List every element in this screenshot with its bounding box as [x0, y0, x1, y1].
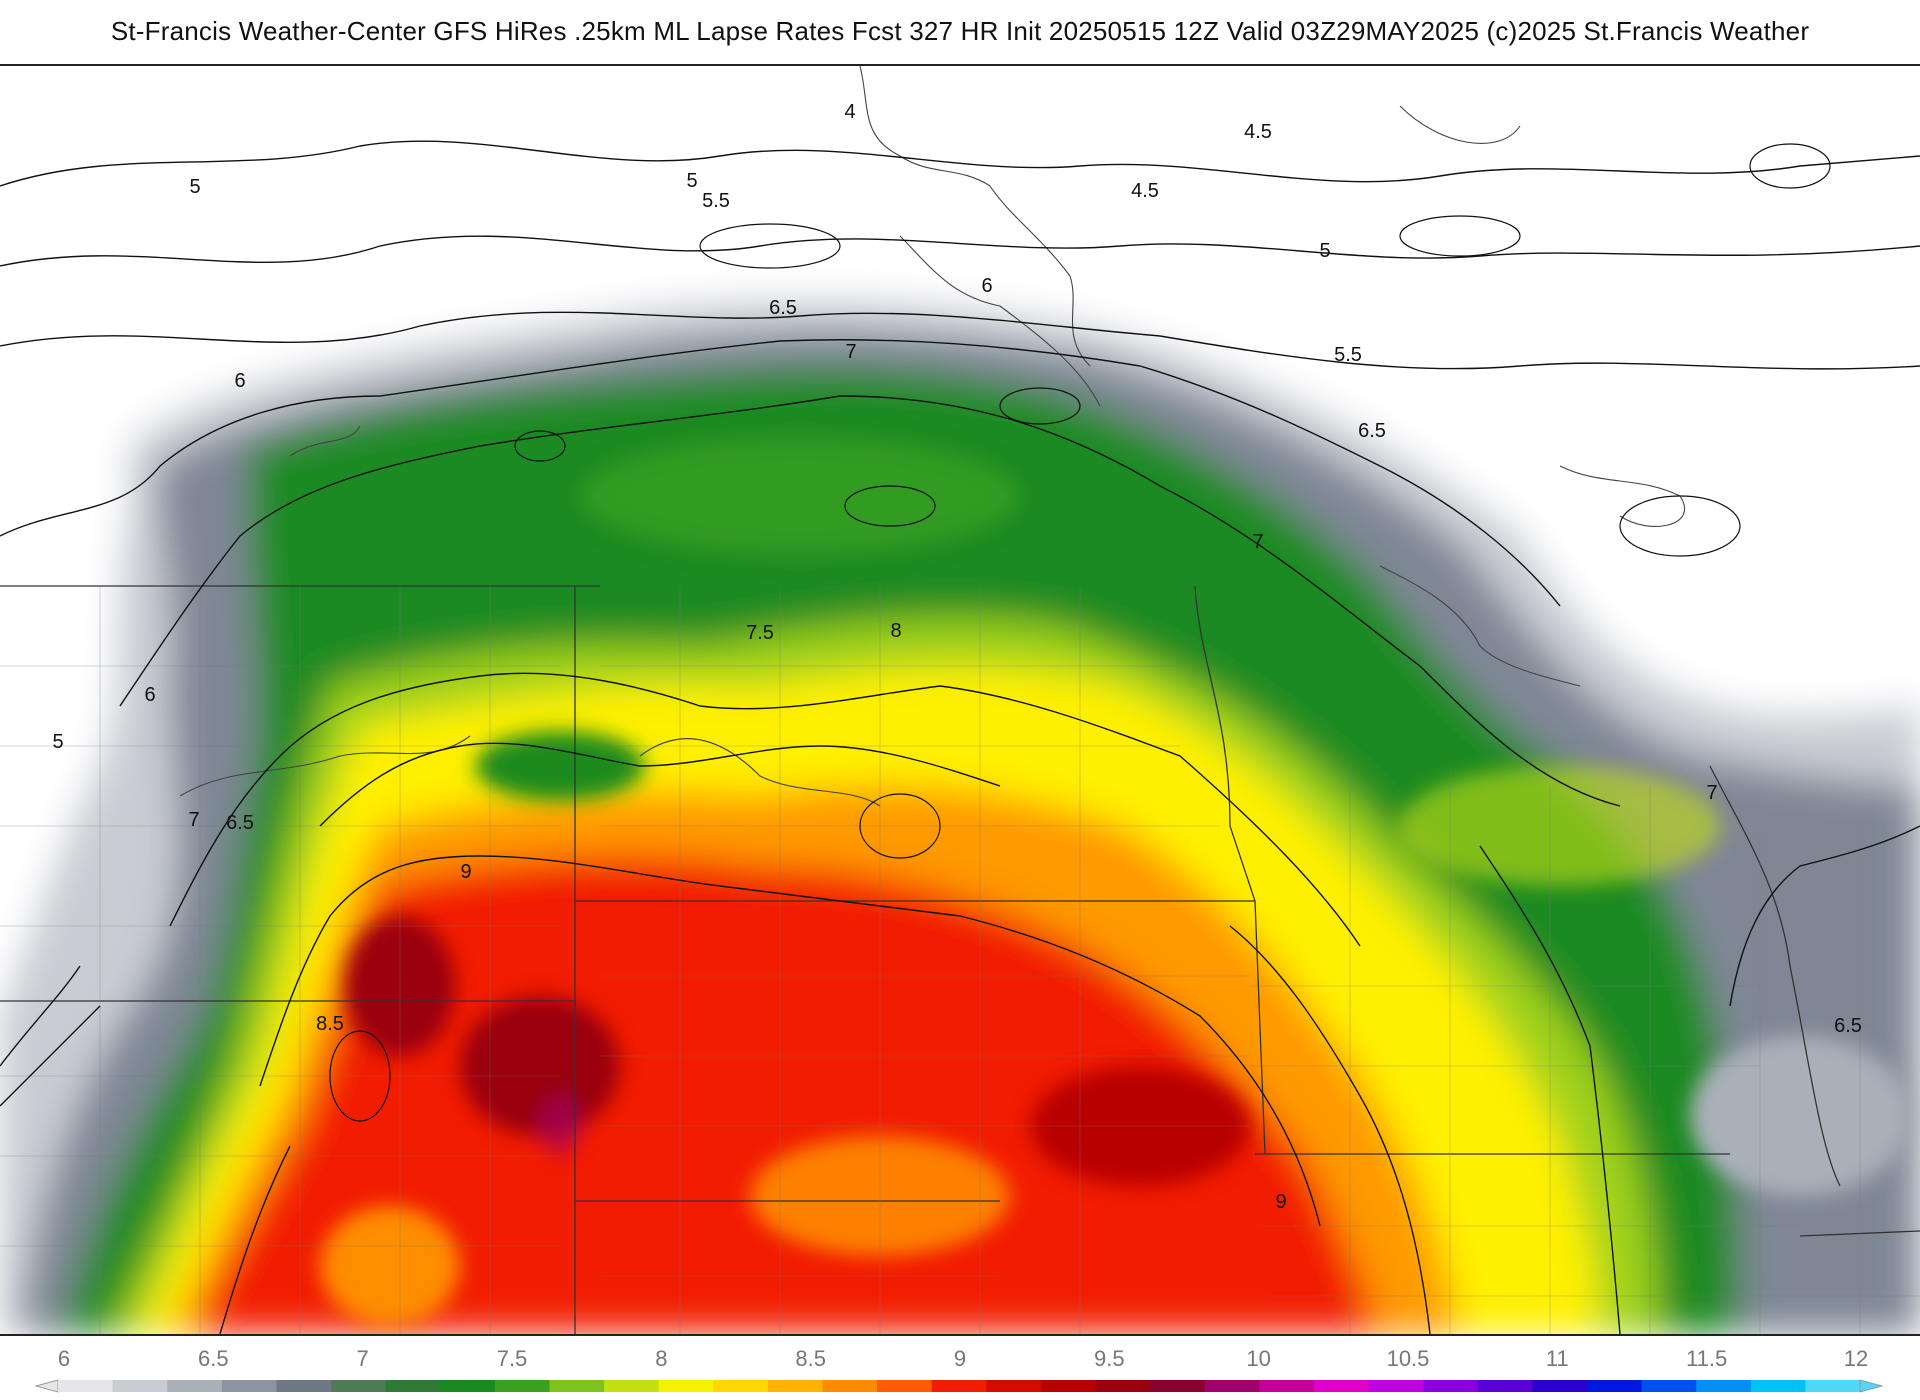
color-scale-tick-label: 6.5: [198, 1346, 229, 1371]
color-scale-swatch: [112, 1380, 168, 1392]
color-scale-swatch: [221, 1380, 277, 1392]
color-scale-tick-label: 9: [953, 1346, 967, 1371]
color-scale-tick-label: 6: [57, 1346, 71, 1371]
county-lines: [0, 586, 1920, 1334]
color-scale-swatch: [1641, 1380, 1697, 1392]
color-scale-tick-label: 7.5: [496, 1346, 528, 1371]
contour-label: 5: [1319, 240, 1330, 262]
color-scale-right-arrow: [1859, 1379, 1884, 1393]
contour-label: 6: [234, 370, 245, 392]
contour-labels: 4 4.5 4.5 5 5 5 5 5.5 5.5 6 6 6 6.5 6.5 …: [52, 101, 1861, 1213]
color-scale-swatch: [767, 1380, 823, 1392]
color-scale-swatch: [1040, 1380, 1097, 1392]
color-scale-bar: [34, 1379, 1884, 1393]
color-scale-swatch: [658, 1380, 714, 1392]
contour-label: 5: [52, 731, 63, 753]
contour-label: 7.5: [746, 622, 774, 644]
coastlines-north: [179, 66, 1686, 807]
contour-label: 5.5: [702, 190, 730, 212]
color-scale-swatch: [331, 1380, 387, 1392]
contour-label: 8.5: [316, 1013, 344, 1035]
contour-lines-northern-blobs: [329, 143, 1831, 1122]
contour-label: 8: [890, 620, 901, 642]
contour-label: 7: [1252, 531, 1263, 553]
contour-label: 6: [981, 275, 992, 297]
contour-label: 4.5: [1244, 121, 1272, 143]
map-panel: 4 4.5 4.5 5 5 5 5 5.5 5.5 6 6 6 6.5 6.5 …: [0, 64, 1920, 1336]
color-scale-swatch: [440, 1380, 496, 1392]
color-scale-swatch: [931, 1380, 987, 1392]
color-scale-swatch: [1586, 1380, 1643, 1392]
color-scale-swatch: [1313, 1380, 1370, 1392]
page-title: St-Francis Weather-Center GFS HiRes .25k…: [110, 16, 1810, 46]
color-scale-swatch: [1696, 1380, 1752, 1392]
color-scale-swatch: [986, 1380, 1042, 1392]
shading-layers: [0, 301, 1920, 1334]
color-scale-tick-label: 10: [1246, 1346, 1271, 1371]
color-scale-tick-label: 9.5: [1094, 1346, 1125, 1371]
color-scale-swatch: [58, 1380, 114, 1392]
color-scale-swatch: [1095, 1380, 1151, 1392]
color-scale-swatch: [1477, 1380, 1533, 1392]
color-scale-tick-label: 10.5: [1386, 1346, 1430, 1371]
contour-label: 6.5: [1834, 1015, 1862, 1037]
color-scale-tick-label: 11.5: [1686, 1346, 1728, 1371]
color-scale-tick-label: 12: [1843, 1346, 1869, 1371]
color-scale-swatch: [713, 1380, 769, 1392]
contour-label: 9: [460, 861, 471, 883]
color-scale-left-arrow: [34, 1379, 59, 1393]
lapse-rate-map: 4 4.5 4.5 5 5 5 5 5.5 5.5 6 6 6 6.5 6.5 …: [0, 66, 1920, 1334]
color-scale-swatch: [549, 1380, 605, 1392]
color-scale-swatch: [822, 1380, 878, 1392]
color-scale-swatch: [1368, 1380, 1424, 1392]
contour-label: 5: [686, 170, 697, 192]
contour-label: 9: [1275, 1191, 1286, 1213]
color-scale-swatch: [1423, 1380, 1479, 1392]
color-scale-swatch: [1532, 1380, 1588, 1392]
color-scale-tick-label: 8: [655, 1346, 668, 1371]
contour-label: 4.5: [1131, 180, 1159, 202]
color-scale-swatch: [1150, 1380, 1206, 1392]
contour-label: 5: [189, 176, 200, 198]
contour-label: 5.5: [1334, 344, 1362, 366]
color-scale-swatch: [385, 1380, 441, 1392]
color-scale-legend: 6 6.5 7 7.5 8 8.5 9 9.5 10 10.5 11 11.5 12: [0, 1336, 1920, 1400]
color-scale-swatch: [604, 1380, 660, 1392]
contour-label: 6.5: [226, 812, 254, 834]
color-scale-swatch: [1259, 1380, 1315, 1392]
contour-label: 7: [188, 809, 199, 831]
color-scale-swatch: [877, 1380, 933, 1392]
shade-red: [190, 855, 1380, 1334]
color-scale-tick-label: 7: [356, 1346, 369, 1371]
contour-label: 4: [844, 101, 855, 123]
contour-label: 7: [845, 341, 856, 363]
color-scale-tick-label: 11: [1545, 1346, 1569, 1371]
title-bar: St-Francis Weather-Center GFS HiRes .25k…: [0, 0, 1920, 64]
color-scale-swatch: [494, 1380, 550, 1392]
color-scale-swatch: [1204, 1380, 1260, 1392]
contour-label: 6: [144, 684, 155, 706]
contour-label: 6.5: [1358, 420, 1386, 442]
contour-label: 7: [1706, 782, 1717, 804]
contour-lines: [0, 140, 1920, 1334]
color-scale-swatch: [276, 1380, 332, 1392]
color-scale-swatch: [1805, 1380, 1861, 1392]
color-scale-swatch: [167, 1380, 223, 1392]
color-scale-tick-label: 8.5: [795, 1346, 826, 1371]
contour-label: 6.5: [769, 297, 797, 319]
color-scale-swatch: [1750, 1380, 1806, 1392]
